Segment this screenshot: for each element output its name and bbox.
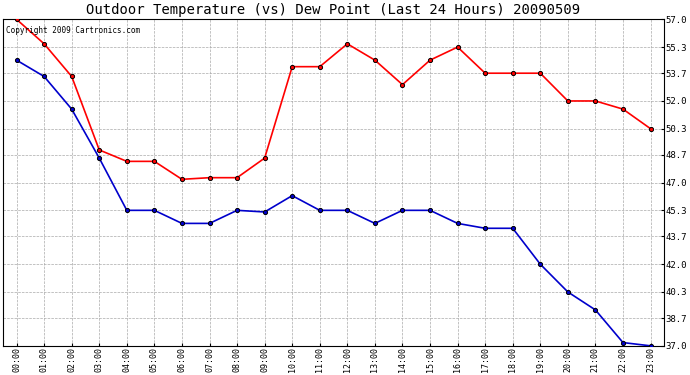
Title: Outdoor Temperature (vs) Dew Point (Last 24 Hours) 20090509: Outdoor Temperature (vs) Dew Point (Last… bbox=[86, 3, 580, 17]
Text: Copyright 2009 Cartronics.com: Copyright 2009 Cartronics.com bbox=[6, 26, 140, 35]
